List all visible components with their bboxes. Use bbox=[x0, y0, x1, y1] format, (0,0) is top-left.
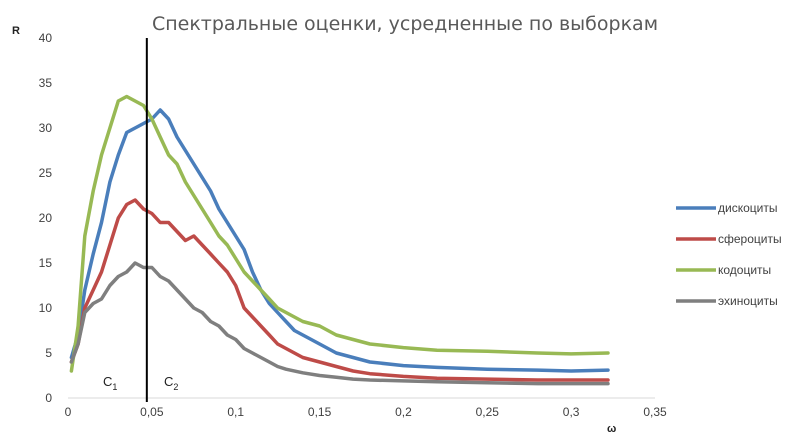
x-tick-label: 0,05 bbox=[140, 405, 164, 419]
y-tick-label: 40 bbox=[39, 31, 53, 45]
c2-label: C2 bbox=[164, 374, 178, 392]
x-tick-label: 0,2 bbox=[395, 405, 412, 419]
legend-label: дискоциты bbox=[718, 201, 777, 215]
x-tick-label: 0,15 bbox=[308, 405, 332, 419]
y-axis-label: R bbox=[12, 25, 20, 37]
x-tick-label: 0,25 bbox=[476, 405, 500, 419]
y-tick-label: 10 bbox=[39, 301, 53, 315]
x-tick-label: 0,1 bbox=[227, 405, 244, 419]
series-line-кодоциты bbox=[69, 94, 610, 373]
series-line-дискоциты bbox=[69, 108, 610, 373]
y-tick-label: 35 bbox=[39, 76, 53, 90]
series-line-эхиноциты bbox=[69, 261, 610, 386]
x-tick-labels: 0 0,05 0,1 0,15 0,2 0,25 0,3 0,35 bbox=[65, 405, 667, 419]
y-tick-label: 5 bbox=[45, 346, 52, 360]
y-tick-label: 30 bbox=[39, 121, 53, 135]
x-tick-label: 0 bbox=[65, 405, 72, 419]
c1-base: C bbox=[103, 374, 112, 389]
x-tick-label: 0,35 bbox=[643, 405, 667, 419]
legend-label: кодоциты bbox=[718, 263, 771, 277]
y-tick-label: 15 bbox=[39, 256, 53, 270]
legend-label: эхиноциты bbox=[718, 294, 778, 308]
c2-base: C bbox=[164, 374, 173, 389]
c2-sub: 2 bbox=[173, 382, 178, 392]
y-tick-label: 0 bbox=[45, 391, 52, 405]
c1-sub: 1 bbox=[112, 382, 117, 392]
x-axis-label: ω bbox=[607, 423, 616, 435]
y-tick-label: 20 bbox=[39, 211, 53, 225]
y-tick-labels: 0 5 10 15 20 25 30 35 40 bbox=[39, 31, 53, 405]
series-line-сфероциты bbox=[69, 198, 610, 382]
series-lines bbox=[69, 94, 610, 386]
chart-title: Спектральные оценки, усредненные по выбо… bbox=[152, 13, 658, 35]
x-tick-label: 0,3 bbox=[563, 405, 580, 419]
c1-label: C1 bbox=[103, 374, 117, 392]
chart-legend: дискоциты сфероциты кодоциты эхиноциты bbox=[676, 201, 782, 308]
y-tick-label: 25 bbox=[39, 166, 53, 180]
legend-label: сфероциты bbox=[718, 232, 782, 246]
